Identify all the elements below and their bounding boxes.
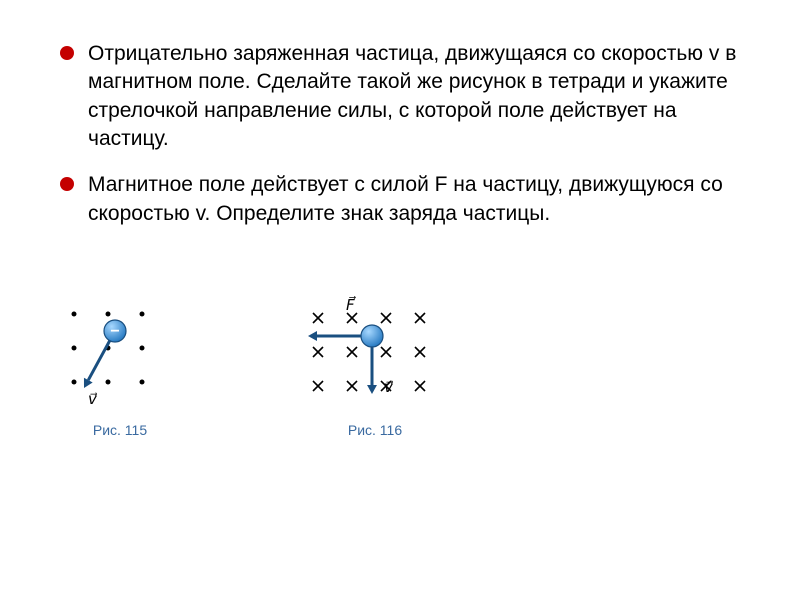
caption-115: Рис. 115 <box>93 422 147 438</box>
bullet-dot-icon <box>60 46 74 60</box>
bullet-item-1: Отрицательно заряженная частица, движуща… <box>60 40 740 153</box>
diagrams-row: v⃗ − Рис. 115 F⃗ v⃗ Рис. 116 <box>0 296 800 438</box>
svg-text:F⃗: F⃗ <box>346 296 356 314</box>
caption-116: Рис. 116 <box>348 422 402 438</box>
bullet-dot-icon <box>60 177 74 191</box>
diagram-115: v⃗ − Рис. 115 <box>60 296 180 438</box>
svg-text:v⃗: v⃗ <box>88 391 98 408</box>
diagram-116: F⃗ v⃗ Рис. 116 <box>300 296 450 438</box>
diagram-116-svg: F⃗ v⃗ <box>300 296 450 416</box>
svg-text:v⃗: v⃗ <box>384 379 394 396</box>
svg-text:−: − <box>110 323 119 340</box>
bullet-text-2: Магнитное поле действует с силой F на ча… <box>88 171 740 228</box>
bullet-item-2: Магнитное поле действует с силой F на ча… <box>60 171 740 228</box>
text-content: Отрицательно заряженная частица, движуща… <box>0 0 800 266</box>
bullet-text-1: Отрицательно заряженная частица, движуща… <box>88 40 740 153</box>
diagram-115-svg: v⃗ − <box>60 296 180 416</box>
